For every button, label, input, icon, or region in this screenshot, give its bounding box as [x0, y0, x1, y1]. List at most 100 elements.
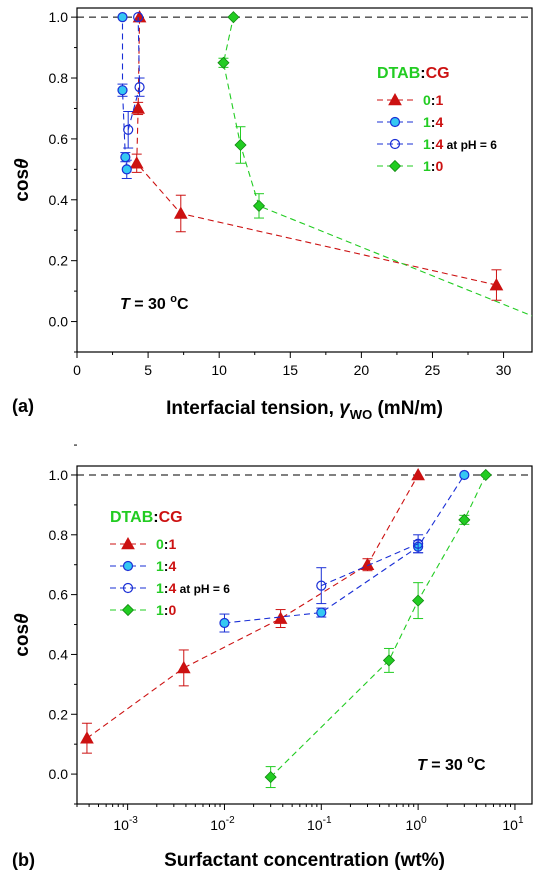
- y-tick-label: 0.8: [49, 527, 69, 543]
- legend-label: 0:1: [156, 536, 176, 552]
- x-tick-label: 100: [406, 815, 428, 833]
- legend-label: 1:4: [156, 558, 176, 574]
- data-point: [382, 654, 396, 667]
- legend-title: DTAB:CG: [110, 509, 183, 526]
- data-point: [173, 206, 188, 219]
- data-point: [120, 152, 131, 163]
- x-axis-label: Surfactant concentration (wt%): [164, 850, 445, 871]
- data-point: [459, 469, 470, 481]
- data-point: [123, 124, 134, 135]
- series-0: [129, 10, 504, 301]
- legend-label: 1:4 at pH = 6: [156, 580, 230, 596]
- data-point: [316, 580, 327, 591]
- y-tick-label: 1.0: [49, 467, 69, 483]
- legend: DTAB:CG 0:1 1:4 1:4 at pH = 6 1:0: [377, 65, 497, 174]
- x-tick-label: 20: [354, 362, 370, 378]
- data-point: [316, 607, 327, 618]
- y-tick-label: 0.0: [49, 766, 69, 782]
- data-point: [117, 12, 128, 23]
- panel-b: 0.0 0.2 0.4 0.6 0.8 1.0 10-3 10-2 10-1 100 101 cosθ…: [12, 444, 533, 871]
- data-point: [411, 467, 425, 481]
- series-line: [270, 474, 487, 778]
- x-tick-label: 101: [502, 815, 524, 833]
- data-point: [131, 101, 145, 114]
- data-point: [234, 138, 247, 152]
- legend-marker: [388, 159, 402, 173]
- series-line: [321, 543, 419, 587]
- y-tick-label: 1.0: [49, 9, 69, 25]
- panel-a: 0.0 0.2 0.4 0.6 0.8 1.0 0 5 10 15 20 25 30 cosθ Interf…: [12, 7, 533, 422]
- x-tick-label: 10-3: [113, 815, 138, 833]
- data-point: [264, 771, 277, 784]
- y-tick-label: 0.2: [49, 253, 69, 269]
- data-point: [273, 611, 288, 624]
- y-axis-label: cosθ: [12, 613, 33, 657]
- data-point: [479, 468, 492, 482]
- y-tick-label: 0.2: [49, 706, 69, 722]
- legend-label: 1:0: [423, 158, 443, 174]
- x-tick-label: 10-2: [210, 815, 235, 833]
- y-tick-label: 0.6: [49, 587, 69, 603]
- temperature-annotation: T = 30 oC: [417, 754, 486, 774]
- x-tick-label: 10-1: [307, 815, 332, 833]
- temperature-annotation: T = 30 oC: [120, 293, 189, 313]
- data-point: [413, 538, 424, 549]
- plot-area: [80, 467, 492, 789]
- series-line: [222, 17, 532, 317]
- y-axis-label: cosθ: [12, 158, 33, 202]
- legend-label: 1:0: [156, 602, 176, 618]
- y-tick-label: 0.4: [49, 192, 69, 208]
- y-tick-label: 0.8: [49, 70, 69, 86]
- legend-label: 1:4 at pH = 6: [423, 136, 497, 152]
- x-tick-label: 10: [211, 362, 227, 378]
- data-point: [219, 617, 230, 629]
- x-tick-label: 30: [496, 362, 512, 378]
- series-line: [121, 17, 128, 170]
- legend-marker: [122, 582, 134, 594]
- y-tick-label: 0.0: [49, 314, 69, 330]
- data-point: [117, 85, 128, 96]
- data-point: [133, 12, 144, 23]
- x-axis-label: Interfacial tension, γWO (mN/m): [166, 398, 443, 422]
- y-tick-label: 0.6: [49, 131, 69, 147]
- data-point: [134, 82, 145, 93]
- legend-marker: [121, 603, 135, 617]
- data-point: [227, 11, 240, 24]
- y-tick-label: 0.4: [49, 646, 69, 662]
- series-1: [117, 12, 132, 179]
- x-tick-label: 25: [425, 362, 441, 378]
- legend-title: DTAB:CG: [377, 65, 450, 82]
- legend-marker: [121, 536, 135, 550]
- data-point: [489, 277, 504, 291]
- series-line: [86, 474, 419, 739]
- series-2: [316, 534, 424, 605]
- data-point: [217, 56, 230, 69]
- x-tick-label: 15: [282, 362, 298, 378]
- data-point: [458, 513, 471, 526]
- x-tick-label: 0: [73, 362, 81, 378]
- legend-marker: [388, 92, 402, 106]
- series-line: [224, 474, 465, 624]
- legend-label: 0:1: [423, 92, 443, 108]
- legend-marker: [122, 560, 134, 572]
- data-point: [129, 156, 144, 169]
- data-point: [80, 731, 94, 744]
- series-2: [123, 12, 145, 149]
- legend: DTAB:CG 0:1 1:4 1:4 at pH = 6 1:0: [110, 509, 230, 618]
- plot-frame: [76, 7, 533, 353]
- panel-label: (a): [12, 396, 34, 416]
- data-point: [121, 164, 132, 175]
- series-3: [264, 468, 492, 789]
- plot-area: [117, 10, 532, 317]
- series-0: [80, 467, 425, 754]
- data-point: [252, 199, 266, 212]
- legend-marker: [389, 116, 401, 128]
- x-tick-label: 5: [144, 362, 152, 378]
- legend-label: 1:4: [423, 114, 443, 130]
- plot-frame: [76, 465, 533, 805]
- series-3: [217, 11, 532, 317]
- legend-marker: [389, 138, 401, 150]
- panel-label: (b): [12, 850, 35, 870]
- data-point: [412, 594, 425, 607]
